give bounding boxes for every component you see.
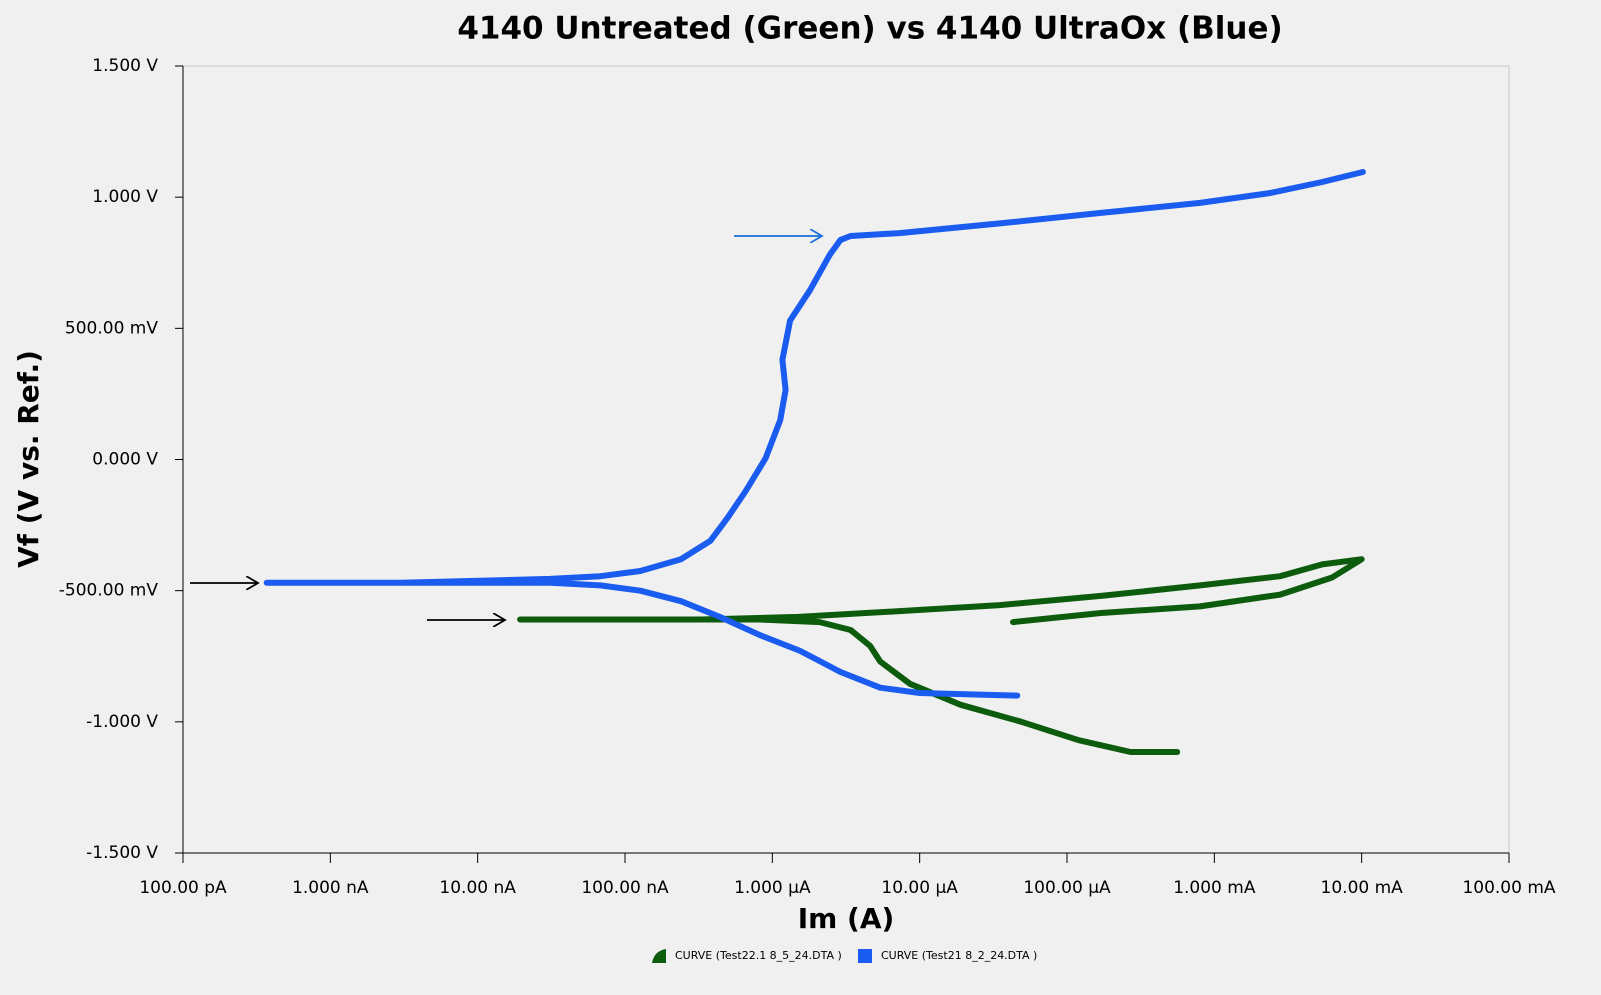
plot-area bbox=[182, 65, 1510, 854]
y-tick-label: -1.500 V bbox=[86, 843, 158, 863]
y-axis-label: Vf (V vs. Ref.) bbox=[12, 350, 45, 568]
x-tick-label: 1.000 mA bbox=[1173, 878, 1256, 898]
x-tick-label: 10.00 µA bbox=[881, 878, 958, 898]
legend: CURVE (Test22.1 8_5_24.DTA ) CURVE (Test2… bbox=[652, 949, 1037, 963]
x-tick-label: 100.00 pA bbox=[139, 878, 227, 898]
x-tick-label: 100.00 µA bbox=[1023, 878, 1111, 898]
legend-label: CURVE (Test22.1 8_5_24.DTA ) bbox=[675, 949, 842, 962]
y-tick-label: 1.500 V bbox=[92, 56, 158, 76]
legend-label: CURVE (Test21 8_2_24.DTA ) bbox=[881, 949, 1037, 962]
x-tick-label: 1.000 nA bbox=[292, 878, 369, 898]
x-tick-label: 1.000 µA bbox=[734, 878, 811, 898]
y-tick-label: -1.000 V bbox=[86, 712, 158, 732]
x-tick-label: 100.00 nA bbox=[581, 878, 669, 898]
x-tick-label: 10.00 mA bbox=[1321, 878, 1404, 898]
legend-swatch bbox=[652, 949, 666, 963]
x-tick-label: 10.00 nA bbox=[439, 878, 516, 898]
chart-title: 4140 Untreated (Green) vs 4140 UltraOx (… bbox=[457, 11, 1282, 47]
x-tick-label: 100.00 mA bbox=[1462, 878, 1555, 898]
legend-swatch bbox=[858, 949, 872, 963]
y-tick-label: 500.00 mV bbox=[65, 318, 158, 338]
y-tick-label: 1.000 V bbox=[92, 187, 158, 207]
series-line bbox=[263, 169, 1366, 699]
y-tick-label: -500.00 mV bbox=[59, 581, 159, 601]
y-tick-label: 0.000 V bbox=[92, 450, 158, 470]
x-axis-label: Im (A) bbox=[798, 902, 895, 935]
